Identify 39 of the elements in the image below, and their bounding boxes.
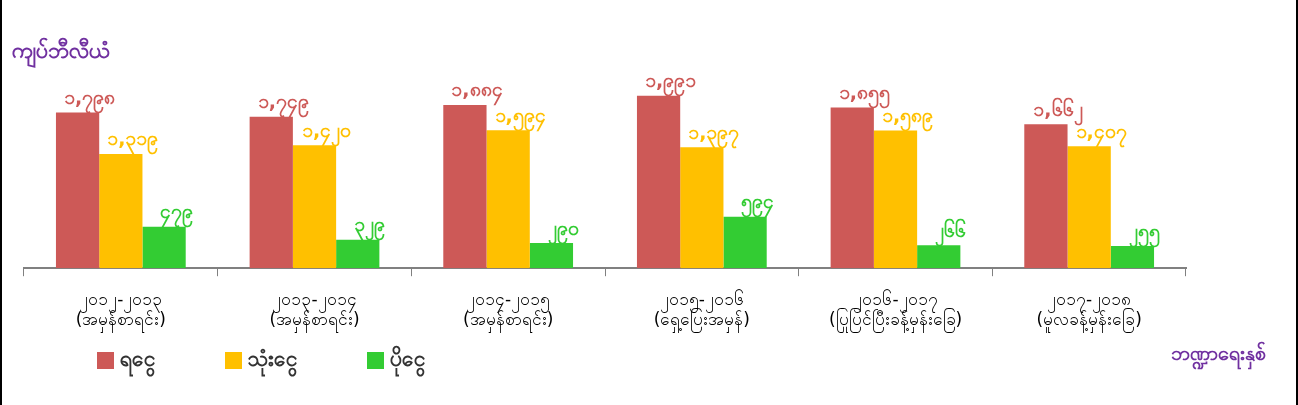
data-label: ၃၂၉	[354, 213, 386, 242]
x-tick-label: ၂၀၁၂-၂၀၁၃ (အမှန်စာရင်း)	[75, 288, 166, 334]
bar	[1067, 146, 1111, 269]
data-label: ၁,၇၉၈	[63, 85, 116, 114]
bar	[55, 112, 100, 269]
legend-label: ရငွေ	[120, 346, 155, 376]
bar	[336, 239, 380, 269]
bar	[249, 116, 293, 269]
data-label: ၂၆၆	[935, 217, 967, 247]
bar	[443, 105, 487, 269]
x-tick-label: ၂၀၁၅-၂၀၁၆ (ရှေ့ပြေးအမှန်)	[653, 288, 750, 334]
data-label: ၁,၃၁၉	[107, 127, 159, 156]
data-label: ၁,၄၂၀	[301, 118, 352, 147]
bar	[529, 243, 574, 269]
bar	[917, 245, 961, 269]
x-axis-title: ဘဏ္ဍာရေးနှစ်	[1171, 340, 1266, 370]
legend-label: ပိုငွေ	[390, 345, 425, 376]
data-label: ၄၇၉	[159, 200, 193, 229]
data-label: ၁,၉၉၁	[644, 69, 697, 98]
bar	[636, 95, 681, 269]
bar	[830, 107, 874, 269]
bar	[723, 216, 767, 269]
data-label: ၁,၇၄၉	[257, 90, 309, 119]
y-axis-title: ကျပ်ဘီလီယံ	[12, 36, 110, 69]
data-label: ၁,၃၉၇	[688, 120, 740, 149]
bar	[1024, 124, 1068, 269]
bar	[142, 226, 186, 269]
x-tick-label: ၂၀၁၇-၂၀၁၈ (မူလခန့်မှန်းခြေ)	[1036, 288, 1142, 334]
legend-label: သုံးငွေ	[248, 346, 297, 376]
data-label: ၅၉၄	[740, 190, 774, 219]
bar	[292, 145, 337, 269]
x-tick-label: ၂၀၁၆-၂၀၁၇ (ပြုပြင်ပြီးခန့်မှန်းခြေ)	[828, 288, 963, 334]
x-tick-label: ၂၀၁၄-၂၀၁၅ (အမှန်စာရင်း)	[463, 288, 554, 334]
bar	[680, 147, 724, 269]
bar	[486, 130, 530, 269]
bar	[99, 153, 143, 269]
bar	[1110, 246, 1155, 269]
bar	[873, 130, 918, 269]
x-tick-label: ၂၀၁၃-၂၀၁၄ (အမှန်စာရင်း)	[269, 288, 360, 334]
